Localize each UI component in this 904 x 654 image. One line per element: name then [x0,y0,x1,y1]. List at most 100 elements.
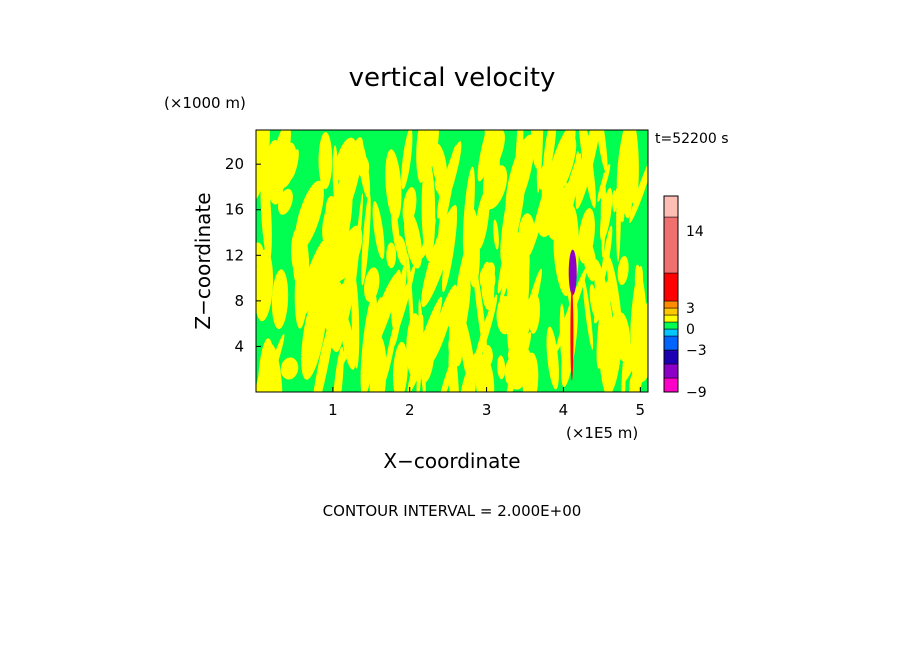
colorbar-bin [663,307,679,316]
positive-velocity-region [363,267,380,303]
positive-velocity-region [416,130,427,183]
velocity-features [568,249,577,381]
positive-velocity-region [497,355,506,380]
x-tick-label: 2 [405,401,415,419]
positive-velocity-region [291,241,307,264]
positive-velocity-region [616,130,632,195]
positive-velocity-region [418,298,426,392]
positive-velocity-region [318,132,333,189]
positive-velocity-region [597,163,611,203]
positive-velocity-region [420,217,436,259]
y-unit-label: (×1000 m) [164,94,246,112]
positive-velocity-region [335,137,357,182]
y-tick-label: 12 [225,246,244,264]
positive-velocity-region [578,208,595,264]
colorbar-label: 3 [686,301,695,317]
positive-velocity-region [438,145,457,241]
positive-velocity-region [601,225,613,284]
positive-velocity-region [480,262,496,289]
plot-area [255,129,649,393]
colorbar-label: 0 [686,322,695,338]
positive-velocity-region [462,166,475,259]
positive-velocity-region [589,284,598,318]
colorbar-bin [663,300,679,309]
positive-velocity-region [565,160,578,199]
x-tick-label: 4 [559,401,569,419]
positive-velocity-region [506,331,532,392]
positive-velocity-region [593,259,616,359]
positive-velocity-region [361,193,371,286]
y-tick-label: 16 [225,201,244,219]
positive-velocity-region [493,219,499,250]
colorbar: 14 3 0 −3 −9 [663,195,707,401]
positive-velocity-region [404,210,422,269]
positive-velocity-region [455,228,475,305]
colorbar-bin [663,349,679,365]
positive-velocity-region [271,269,289,330]
positive-velocity-region [401,130,413,190]
positive-velocity-region [256,249,274,322]
positive-velocity-region [277,188,293,215]
colorbar-bin [663,363,679,379]
positive-velocity-region [294,180,324,251]
x-axis-label: X−coordinate [383,449,520,473]
positive-velocity-region [499,236,520,305]
positive-velocity-region [298,238,329,319]
colorbar-bin [663,314,679,323]
y-axis-ticks: 4 8 12 16 20 [225,155,261,355]
y-tick-label: 4 [234,337,244,355]
positive-velocity-region [615,187,625,223]
positive-velocity-region [634,264,647,329]
positive-velocity-region [421,204,458,308]
positive-velocity-region [484,165,508,210]
y-axis-label: Z−coordinate [191,192,215,329]
positive-velocity-region [530,130,540,169]
positive-velocity-region [280,357,299,380]
colorbar-bin [663,216,679,274]
colorbar-bin [663,377,679,393]
positive-velocity-region [556,186,568,242]
positive-velocity-region [406,253,414,342]
chart-title: vertical velocity [349,63,556,93]
x-axis-ticks: 1 2 3 4 5 [328,387,645,419]
velocity-field [256,130,648,392]
downdraft-core [568,249,577,296]
positive-velocity-region [593,130,608,174]
positive-velocity-region [582,277,594,350]
colorbar-label: −3 [686,343,707,359]
colorbar-frame [663,195,679,393]
y-tick-label: 8 [234,292,244,310]
colorbar-bin [663,195,679,218]
positive-velocity-region [541,166,559,240]
x-unit-label: (×1E5 m) [566,424,638,442]
positive-velocity-region [392,341,408,392]
positive-velocity-region [372,201,385,260]
positive-velocity-region [386,242,397,269]
positive-velocity-region [629,367,643,392]
positive-velocity-region [325,195,347,258]
positive-velocity-region [351,274,360,369]
positive-velocity-region [599,187,613,242]
time-label: t=52200 s [655,131,729,147]
positive-velocity-region [514,130,524,216]
positive-velocity-region [385,149,402,221]
positive-velocity-region [617,255,629,286]
positive-velocity-region [436,348,458,392]
positive-velocity-region [402,187,417,226]
positive-velocity-region [475,354,495,392]
x-tick-label: 1 [328,401,338,419]
positive-velocity-region [557,222,574,318]
positive-velocity-region [448,334,462,367]
positive-velocity-region [561,301,578,388]
colorbar-bin [663,335,679,351]
positive-velocity-region [335,259,356,346]
positive-velocity-region [477,130,508,182]
colorbar-label: 14 [686,224,704,240]
contour-interval-label: CONTOUR INTERVAL = 2.000E+00 [323,502,582,520]
positive-velocity-region [328,256,349,282]
colorbar-label: −9 [686,385,707,401]
colorbar-bin [663,328,679,337]
positive-velocity-region [536,130,544,193]
positive-velocity-region [332,145,339,207]
